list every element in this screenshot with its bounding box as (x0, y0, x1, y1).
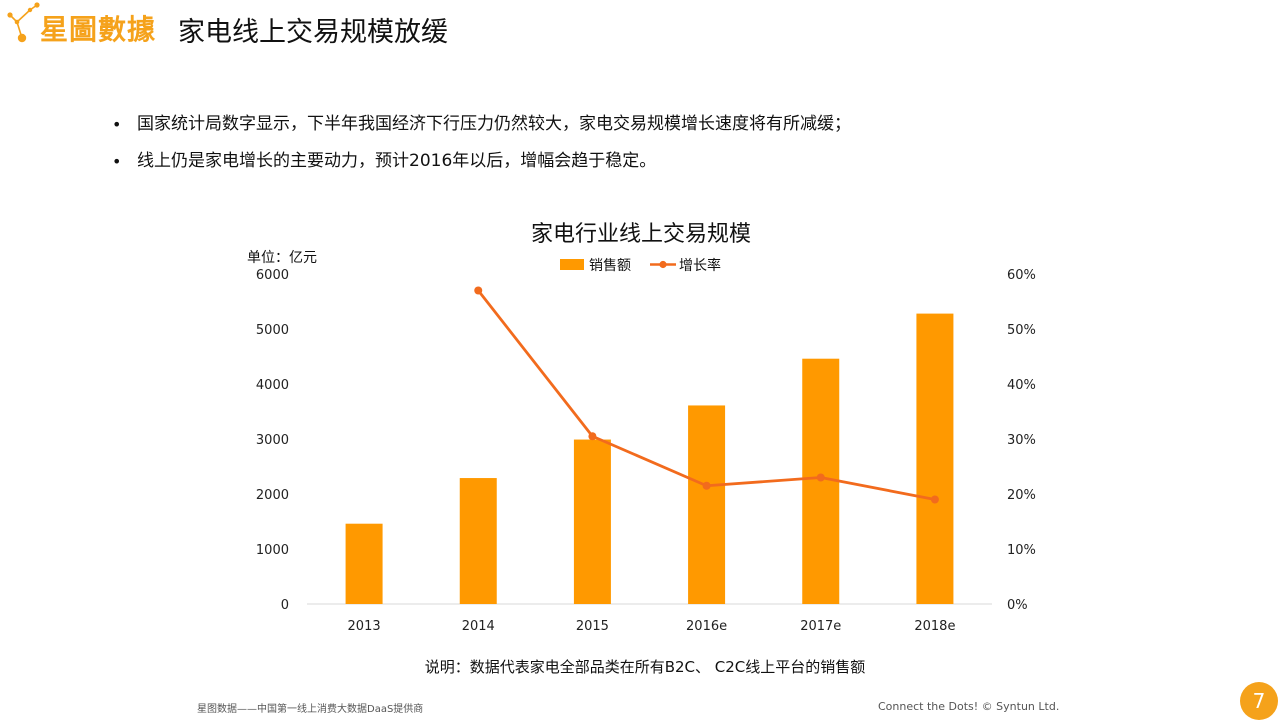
growth-point (816, 473, 825, 482)
legend-swatch-growth-marker (659, 260, 667, 269)
y-left-tick-label: 0 (281, 598, 289, 613)
chart-legend: 销售额 增长率 (560, 257, 721, 274)
bar (573, 439, 611, 604)
x-tick-label: 2013 (348, 619, 381, 634)
bar (345, 523, 383, 604)
brand-name: 星圖數據 (40, 13, 157, 46)
y-right-tick-label: 50% (1007, 323, 1036, 338)
chart-note: 说明：数据代表家电全部品类在所有B2C、 C2C线上平台的销售额 (425, 658, 866, 676)
chart-unit-label: 单位：亿元 (247, 250, 317, 266)
chart-title: 家电行业线上交易规模 (531, 222, 751, 247)
y-left-tick-label: 4000 (256, 378, 289, 393)
bullet-item: 线上仍是家电增长的主要动力，预计2016年以后，增幅会趋于稳定。 (110, 143, 851, 180)
page-number-badge: 7 (1240, 682, 1278, 720)
y-left-axis: 0 1000 2000 3000 4000 5000 6000 (256, 268, 289, 613)
footer-copyright: Connect the Dots! © Syntun Ltd. (878, 700, 1060, 713)
y-right-tick-label: 0% (1007, 598, 1028, 613)
constellation-logo-icon (7, 2, 40, 43)
bullet-item: 国家统计局数字显示，下半年我国经济下行压力仍然较大，家电交易规模增长速度将有所减… (110, 106, 851, 143)
growth-point (588, 432, 597, 441)
x-tick-label: 2017e (800, 619, 841, 634)
growth-point (702, 481, 711, 490)
x-tick-label: 2015 (576, 619, 609, 634)
y-right-tick-label: 10% (1007, 543, 1036, 558)
x-tick-label: 2014 (462, 619, 495, 634)
line-series-growth (474, 286, 939, 504)
growth-point (474, 286, 483, 295)
growth-point (930, 495, 939, 504)
y-left-tick-label: 2000 (256, 488, 289, 503)
x-tick-label: 2018e (914, 619, 955, 634)
header: 星圖數據 家电线上交易规模放缓 (0, 0, 1280, 60)
x-tick-label: 2016e (686, 619, 727, 634)
y-left-tick-label: 1000 (256, 543, 289, 558)
bar (459, 478, 497, 604)
legend-label-growth: 增长率 (679, 257, 721, 274)
y-left-tick-label: 5000 (256, 323, 289, 338)
y-right-tick-label: 30% (1007, 433, 1036, 448)
y-right-axis: 0% 10% 20% 30% 40% 50% 60% (1007, 268, 1036, 613)
y-left-tick-label: 3000 (256, 433, 289, 448)
legend-swatch-sales (560, 259, 584, 270)
x-axis: 2013 2014 2015 2016e 2017e 2018e (307, 603, 992, 634)
legend-label-sales: 销售额 (589, 258, 631, 274)
y-right-tick-label: 40% (1007, 378, 1036, 393)
bullet-list: 国家统计局数字显示，下半年我国经济下行压力仍然较大，家电交易规模增长速度将有所减… (110, 106, 851, 180)
y-right-tick-label: 60% (1007, 268, 1036, 283)
y-right-tick-label: 20% (1007, 488, 1036, 503)
footer-tagline: 星图数据——中国第一线上消费大数据DaaS提供商 (197, 704, 424, 715)
bar (916, 313, 954, 604)
y-left-tick-label: 6000 (256, 268, 289, 283)
bar (688, 405, 726, 604)
bar-series-sales (345, 313, 954, 604)
page-title: 家电线上交易规模放缓 (178, 17, 448, 48)
